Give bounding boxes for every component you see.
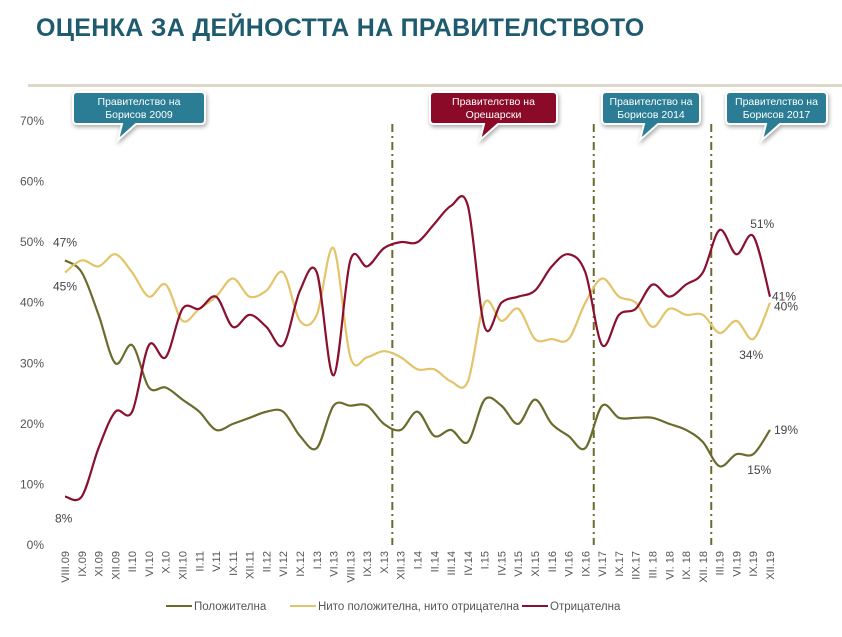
y-tick-label: 0% [27,538,45,552]
y-tick-label: 70% [20,114,44,128]
x-tick-label: XI.09 [94,551,106,577]
x-tick-label: XII.09 [110,551,122,580]
x-tick-label: II.12 [261,551,273,572]
data-label: 40% [774,300,798,314]
series-line-1 [64,246,772,389]
x-tick-label: IX. 18 [681,551,693,580]
callout-text: Орешарски [466,109,522,121]
data-label: 34% [739,348,763,362]
x-tick-label: IX.16 [580,551,592,577]
y-tick-label: 40% [20,296,44,310]
title-divider [28,84,842,87]
x-tick-label: VIII.13 [345,551,357,583]
x-tick-label: VI.15 [513,551,525,577]
data-label: 19% [774,423,798,437]
x-tick-label: VI.16 [564,551,576,577]
x-tick-label: III. 18 [648,551,660,579]
x-tick-label: XII. 18 [698,551,710,583]
data-label: 15% [747,463,771,477]
y-tick-label: 20% [20,417,44,431]
government-callout [601,91,701,143]
government-callout [429,91,558,143]
government-callout [72,91,206,143]
legend-label: Отрицателна [550,601,621,613]
x-tick-label: VI.17 [597,551,609,577]
legend-label: Положителна [194,601,267,613]
x-tick-label: VI.19 [731,551,743,577]
data-label: 45% [53,279,77,293]
data-label: 47% [53,235,77,249]
x-tick-label: IV.14 [463,551,475,576]
callout-text: Правителство на [452,96,535,108]
x-tick-label: III.14 [446,551,458,575]
x-tick-label: VIII.09 [60,551,72,583]
x-tick-label: III.19 [715,551,727,575]
x-tick-label: XI.15 [530,551,542,577]
x-tick-label: IX.13 [362,551,374,577]
x-tick-label: I.14 [413,551,425,569]
government-callout [725,91,828,143]
callout-text: Борисов 2014 [617,109,685,121]
legend-label: Нито положителна, нито отрицателна [318,601,520,613]
x-tick-label: XII.11 [245,551,257,579]
x-tick-label: IX.09 [77,551,89,577]
callout-text: Борисов 2017 [743,109,811,121]
callout-text: Правителство на [98,96,181,108]
x-tick-label: IX.11 [228,551,240,576]
x-tick-label: VI.12 [278,551,290,577]
x-tick-label: II.11 [194,551,206,572]
y-tick-label: 10% [20,477,44,491]
x-tick-label: VI.10 [144,551,156,577]
callout-text: Правителство на [735,96,818,108]
x-tick-label: XII.19 [765,551,777,580]
x-tick-label: V.11 [211,551,223,572]
x-tick-label: IV.15 [496,551,508,576]
x-tick-label: XII.10 [178,551,190,580]
x-tick-label: X.13 [379,551,391,574]
x-tick-label: II.16 [547,551,559,572]
x-tick-label: X.10 [161,551,173,574]
x-tick-label: VI. 18 [664,551,676,580]
x-tick-label: IX.17 [614,551,626,577]
page-title: ОЦЕНКА ЗА ДЕЙНОСТТА НА ПРАВИТЕЛСТВОТО [36,14,645,42]
x-tick-label: IIX.17 [631,551,643,580]
data-label: 41% [772,290,796,304]
x-tick-label: I.13 [312,551,324,569]
callout-text: Борисов 2009 [105,109,173,121]
data-label: 51% [750,217,774,231]
x-tick-label: I.15 [480,551,492,569]
callout-text: Правителство на [610,96,693,108]
y-tick-label: 30% [20,356,44,370]
x-tick-label: XII.13 [396,551,408,580]
y-tick-label: 50% [20,235,44,249]
x-tick-label: II.10 [127,551,139,572]
x-tick-label: II.14 [429,551,441,572]
x-tick-label: VI.13 [329,551,341,577]
x-tick-label: IX.19 [748,551,760,577]
series-line-2 [64,195,772,502]
data-label: 8% [55,512,73,526]
y-tick-label: 60% [20,175,44,189]
x-tick-label: IX.12 [295,551,307,577]
